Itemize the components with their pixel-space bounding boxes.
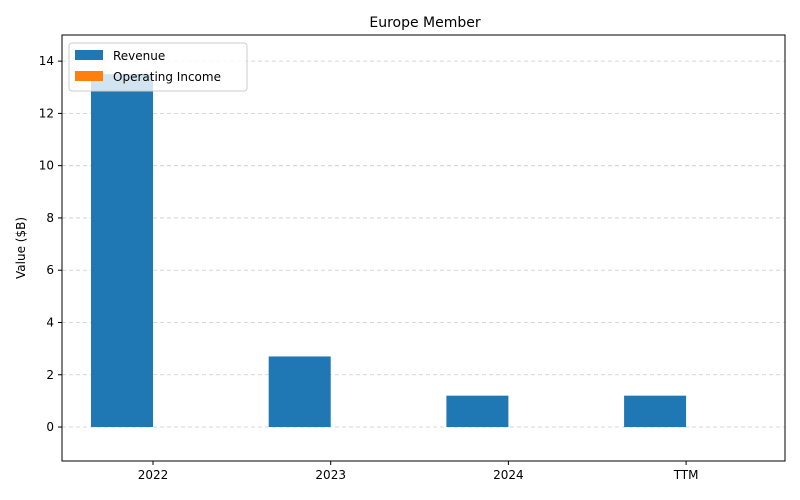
y-tick-label: 2	[46, 368, 54, 382]
x-tick-label: TTM	[673, 468, 699, 482]
x-tick-label: 2022	[138, 468, 169, 482]
x-axis: 2022 2023 2024 TTM	[138, 461, 699, 482]
bar-revenue-2023	[268, 356, 331, 428]
legend-swatch-revenue	[75, 50, 103, 60]
legend-swatch-operating-income	[75, 71, 103, 81]
y-tick-label: 6	[46, 263, 54, 277]
y-tick-label: 14	[39, 54, 54, 68]
y-tick-label: 0	[46, 420, 54, 434]
grid-lines	[62, 60, 785, 428]
chart-title: Europe Member	[369, 15, 481, 31]
y-axis: 0 2 4 6 8 10 12 14	[39, 54, 62, 434]
y-tick-label: 12	[39, 106, 54, 120]
bars	[91, 74, 749, 428]
bar-revenue-ttm	[624, 395, 687, 428]
legend[interactable]: Revenue Operating Income	[68, 42, 248, 92]
plot-frame	[61, 34, 786, 462]
bar-revenue-2024	[446, 395, 509, 428]
legend-label: Revenue	[113, 49, 165, 63]
y-tick-label: 10	[39, 159, 54, 173]
legend-label: Operating Income	[113, 70, 221, 84]
y-axis-label: Value ($B)	[14, 217, 28, 279]
y-tick-label: 8	[46, 211, 54, 225]
x-tick-label: 2024	[493, 468, 524, 482]
y-tick-label: 4	[46, 315, 54, 329]
bar-revenue-2022	[91, 74, 153, 428]
x-tick-label: 2023	[315, 468, 346, 482]
legend-box	[68, 42, 248, 92]
